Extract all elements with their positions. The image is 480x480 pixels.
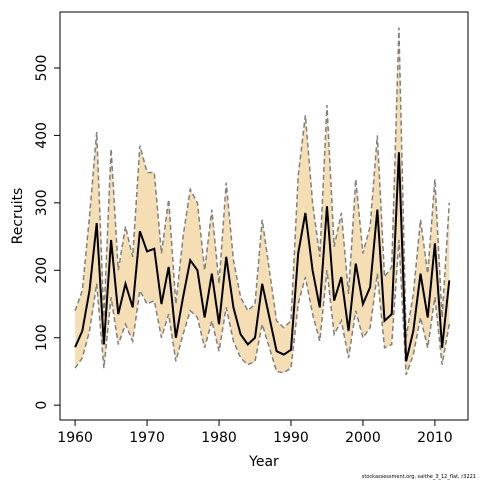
x-tick-label: 1960 (57, 430, 93, 446)
plot-frame (59, 11, 469, 421)
x-tick-label: 1980 (201, 430, 237, 446)
y-axis-label: Recruits (10, 188, 26, 245)
y-tick-label: 500 (34, 55, 50, 82)
estimate-line (74, 152, 451, 362)
band-edge (74, 27, 451, 338)
x-tick-label: 2000 (345, 430, 381, 446)
x-axis-label: Year (248, 454, 279, 470)
x-tick-label: 1970 (129, 430, 165, 446)
y-tick-label: 400 (34, 122, 50, 149)
y-tick-label: 300 (34, 189, 50, 216)
y-tick-label: 100 (34, 324, 50, 351)
y-tick-label: 200 (34, 257, 50, 284)
x-tick-label: 2010 (417, 430, 453, 446)
x-tick-label: 1990 (273, 430, 309, 446)
confidence-band (75, 27, 450, 375)
footnote: stockassessment.org, saithe_3_12_flat, r… (362, 474, 476, 480)
y-tick-label: 0 (34, 401, 50, 410)
